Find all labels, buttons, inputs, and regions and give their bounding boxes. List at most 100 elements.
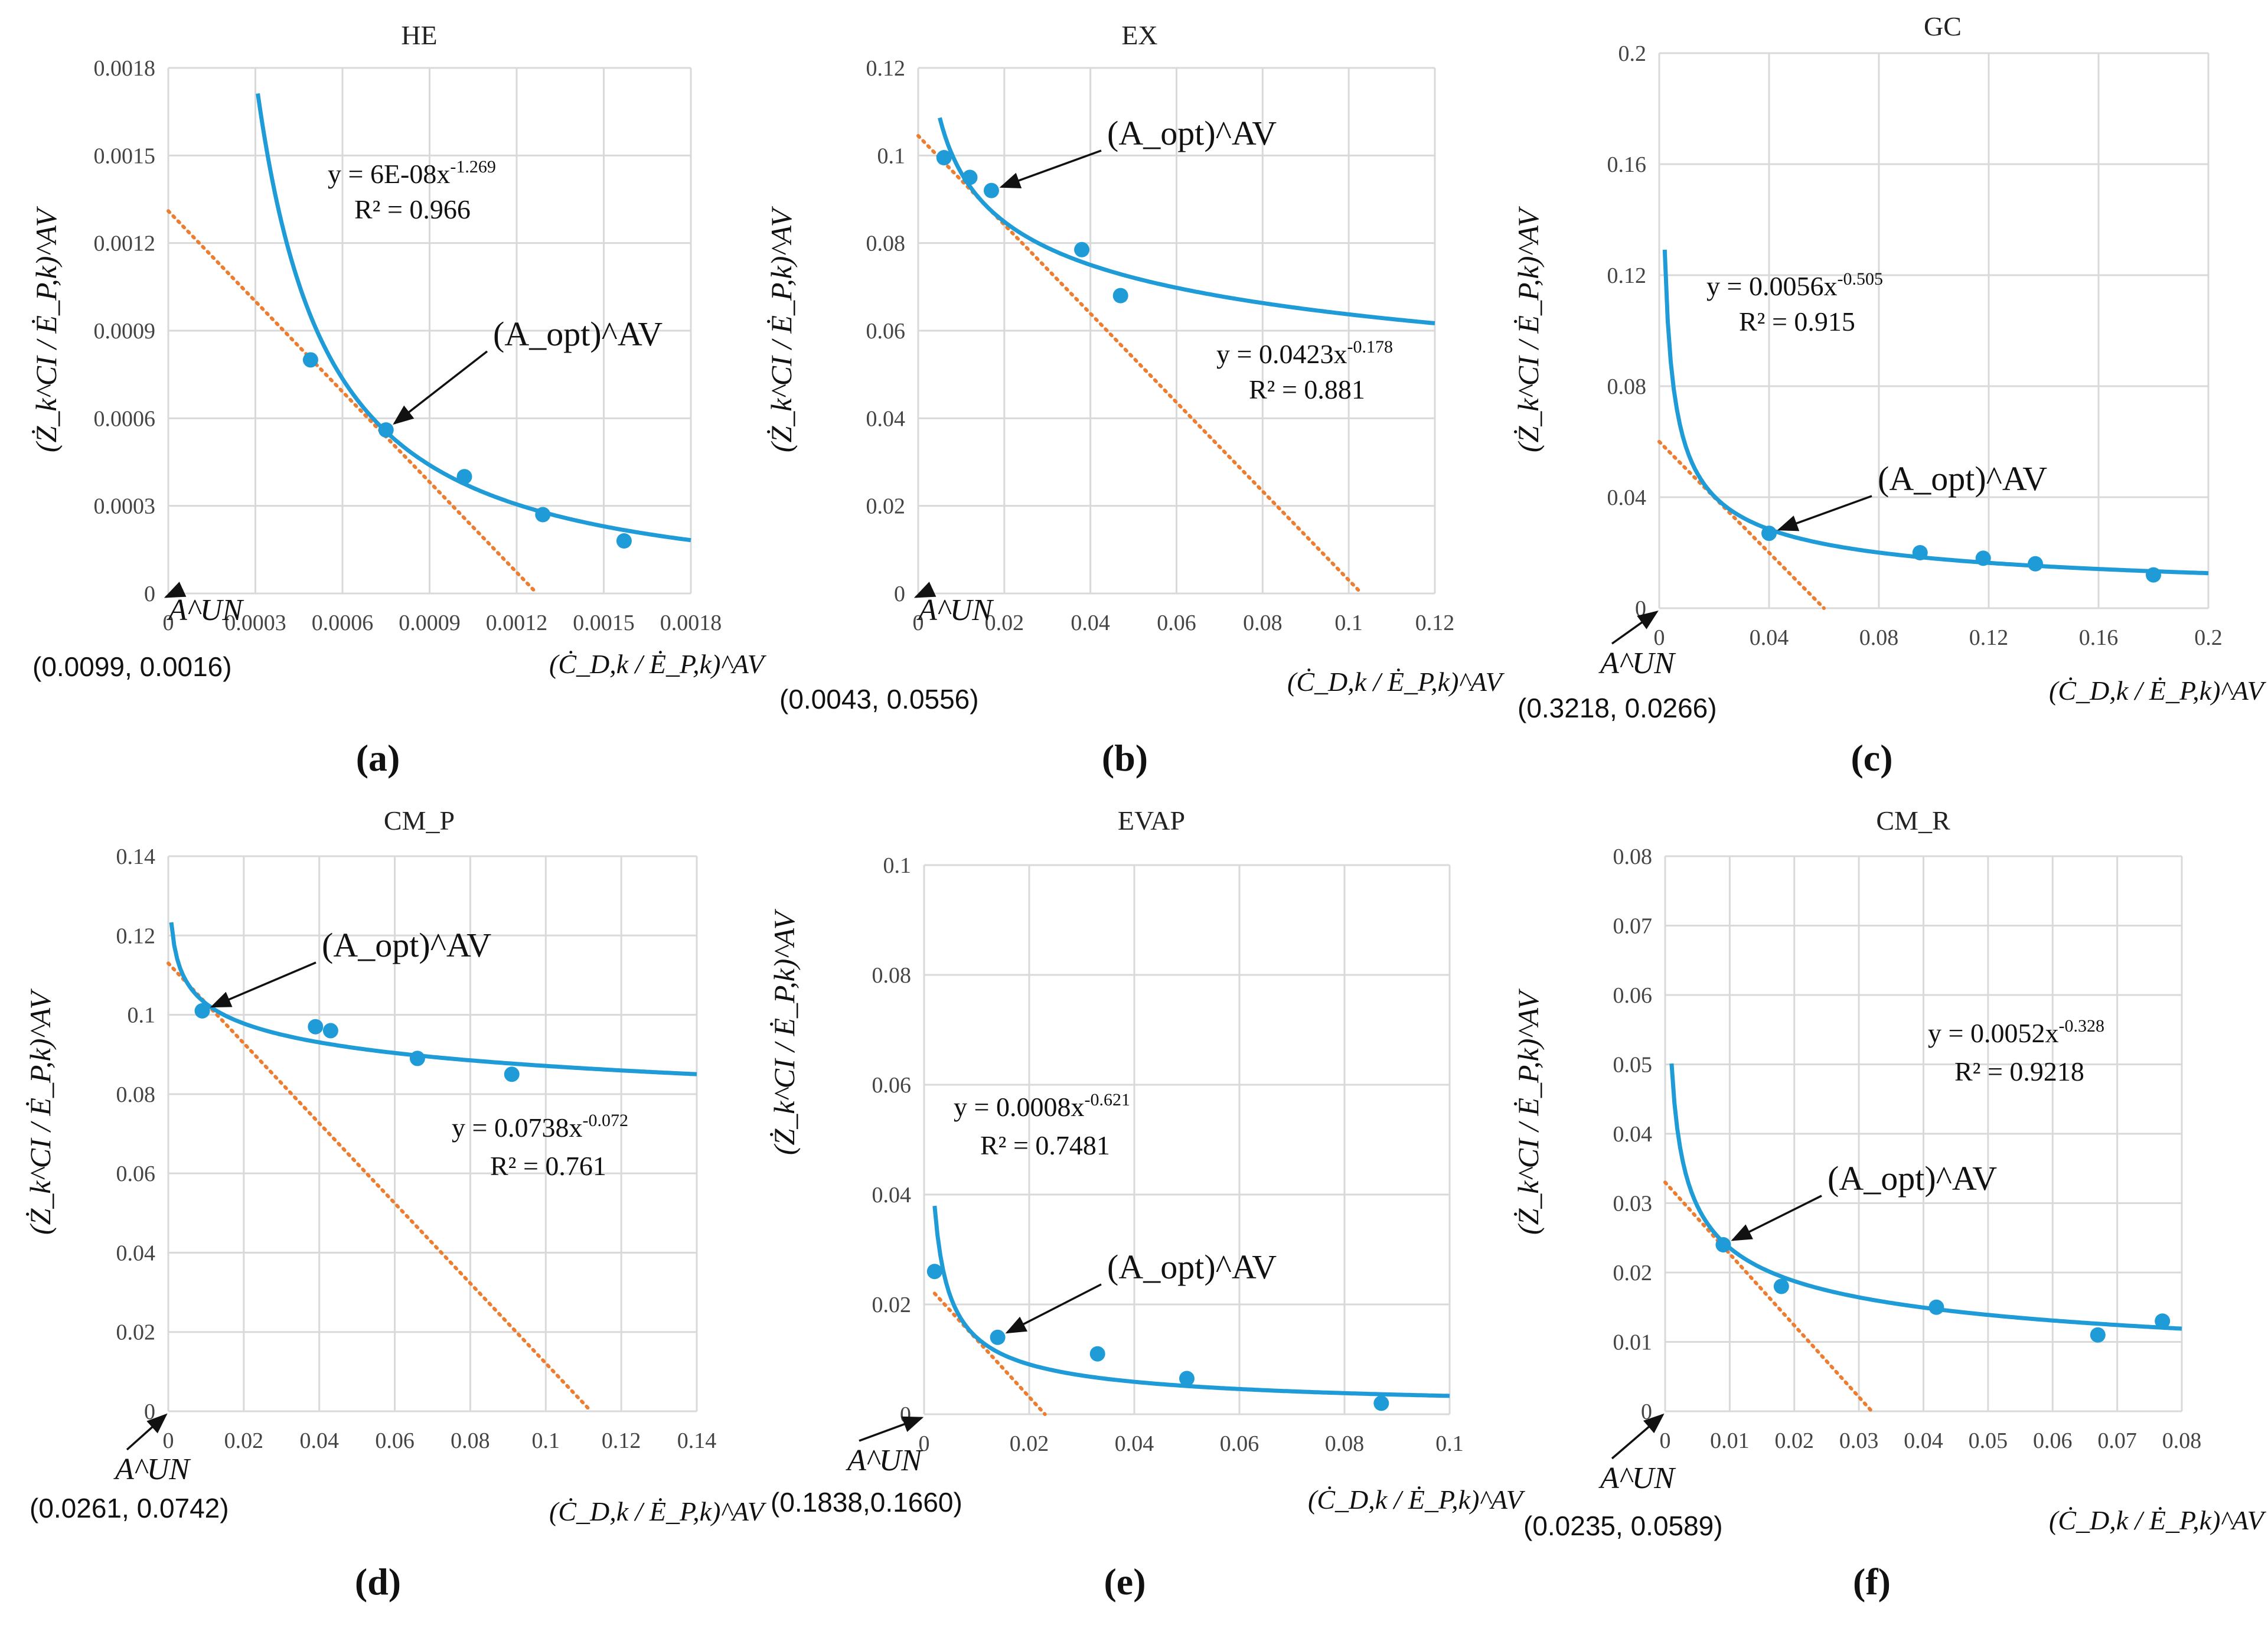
fit-equation-exponent: -0.328 (2058, 1016, 2104, 1036)
x-tick-label: 0.0003 (224, 611, 286, 635)
y-tick-label: 0.0015 (94, 143, 156, 168)
aun-coordinates: (0.0261, 0.0742) (30, 1493, 229, 1523)
aun-label: A^UN (846, 1444, 923, 1477)
aun-arrow (164, 582, 187, 598)
y-tick-label: 0.02 (872, 1293, 912, 1317)
fit-r-squared: R² = 0.966 (354, 194, 471, 224)
y-tick-label: 0.06 (1613, 983, 1653, 1008)
x-axis-label: (Ċ_D,k / Ė_P,k)^AV (549, 1496, 767, 1526)
x-tick-label: 0.08 (1859, 625, 1899, 650)
y-tick-label: 0.02 (866, 494, 906, 519)
y-tick-label: 0.14 (116, 844, 156, 869)
chart-panel-gc: 0 0.04 0.08 0.12 0.16 0.2 0 0.04 0.08 0.12 0.16 0.2… (1512, 11, 2267, 723)
x-tick-label: 0.01 (1710, 1428, 1750, 1453)
y-tick-label: 0.16 (1607, 152, 1647, 177)
x-tick-label: 0.0018 (660, 611, 722, 635)
data-point (936, 150, 952, 166)
data-point (1112, 288, 1128, 304)
y-tick-label: 0 (144, 1399, 155, 1424)
data-point (616, 533, 632, 549)
aopt-label: (A_opt)^AV (1107, 1248, 1277, 1286)
x-tick-label: 0.08 (451, 1428, 490, 1453)
x-axis-label: (Ċ_D,k / Ė_P,k)^AV (2049, 676, 2267, 706)
data-point (1089, 1346, 1105, 1362)
x-axis-label: (Ċ_D,k / Ė_P,k)^AV (549, 649, 767, 679)
power-fit-curve (938, 117, 1435, 325)
tangent-line (167, 209, 539, 595)
chart-title: GC (1924, 11, 1962, 41)
data-point (962, 169, 978, 185)
x-tick-label: 0.08 (1325, 1431, 1365, 1456)
x-axis-label: (Ċ_D,k / Ė_P,k)^AV (1287, 667, 1505, 697)
fit-equation-main: y = 0.0056x (1706, 271, 1837, 301)
x-tick-label: 0.04 (1750, 625, 1789, 650)
data-point (1761, 526, 1777, 541)
y-tick-label: 0 (1641, 1399, 1652, 1424)
y-tick-label: 0 (144, 582, 155, 606)
chart-title: HE (401, 20, 437, 50)
x-tick-label: 0.06 (375, 1428, 415, 1453)
aopt-arrow (1731, 1195, 1822, 1241)
fit-equation-exponent: -0.621 (1084, 1090, 1130, 1110)
data-point (1179, 1371, 1195, 1386)
tangent-line (932, 1291, 1047, 1416)
data-point (504, 1066, 520, 1082)
chart-panel-cm_r: 0 0.01 0.02 0.03 0.04 0.05 0.06 0.07 0.08 0 0.01 0.… (1512, 805, 2267, 1541)
y-axis-label: (Ż_k^CI / Ė_P,k)^AV (1512, 205, 1545, 452)
x-tick-label: 0.12 (602, 1428, 641, 1453)
fit-equation: y = 0.0008x-0.621 (954, 1090, 1130, 1122)
power-fit-curve (932, 1205, 1450, 1398)
tangent-line (1663, 1180, 1874, 1413)
power-fit-curve (1669, 1063, 2182, 1331)
chart-title: EVAP (1118, 805, 1185, 836)
y-tick-label: 0 (1635, 596, 1646, 621)
data-point (1975, 550, 1991, 566)
x-tick-label: 0.04 (1904, 1428, 1943, 1453)
data-point (1373, 1395, 1389, 1411)
y-tick-label: 0.04 (116, 1241, 156, 1265)
x-tick-label: 0.04 (1115, 1431, 1154, 1456)
fit-equation: y = 0.0052x-0.328 (1928, 1016, 2104, 1048)
x-tick-label: 0.0012 (486, 611, 548, 635)
data-point (302, 352, 318, 368)
aopt-arrow (1777, 495, 1872, 531)
x-tick-label: 0 (163, 1428, 174, 1453)
data-point (2155, 1313, 2171, 1329)
aun-label: A^UN (1598, 647, 1676, 680)
chart-panel-evap: 0 0.02 0.04 0.06 0.08 0.100.020.040.060.080.1… (768, 805, 1526, 1518)
data-point (1928, 1299, 1944, 1315)
aun-arrow (1611, 1413, 1665, 1460)
aun-label: A^UN (167, 593, 244, 627)
y-tick-label: 0.1 (877, 143, 906, 168)
y-axis-label: (Ż_k^CI / Ė_P,k)^AV (30, 205, 63, 452)
tangent-line (167, 961, 593, 1413)
power-fit-curve (256, 93, 691, 543)
fit-r-squared: R² = 0.761 (490, 1151, 606, 1181)
aun-label: A^UN (1598, 1461, 1676, 1495)
fit-equation-main: y = 0.0423x (1216, 339, 1347, 369)
y-tick-label: 0.05 (1613, 1053, 1653, 1078)
chart-panel-ex: 0 0.02 0.04 0.06 0.08 0.1 0.12 0 0.02 0.04 0.06 0.0… (765, 20, 1505, 715)
data-point (983, 182, 999, 198)
x-tick-label: 0.0009 (399, 611, 461, 635)
x-tick-label: 0.14 (677, 1428, 717, 1453)
y-tick-label: 0.08 (1613, 844, 1653, 869)
y-tick-label: 0.12 (866, 56, 906, 81)
aun-label: A^UN (916, 593, 994, 627)
x-tick-label: 0.08 (2162, 1428, 2202, 1453)
y-tick-label: 0.12 (1607, 263, 1647, 288)
fit-equation-main: y = 0.0052x (1928, 1018, 2058, 1048)
fit-r-squared: R² = 0.915 (1739, 306, 1855, 337)
aopt-label: (A_opt)^AV (1107, 114, 1277, 152)
fit-equation-main: y = 0.0008x (954, 1092, 1084, 1122)
data-point (990, 1329, 1006, 1345)
fit-equation: y = 0.0423x-0.178 (1216, 337, 1393, 369)
fit-equation-exponent: -0.072 (582, 1111, 628, 1130)
y-tick-label: 0.0006 (94, 406, 156, 431)
x-tick-label: 0.07 (2097, 1428, 2137, 1453)
x-tick-label: 0.02 (985, 611, 1024, 635)
x-tick-label: 0 (163, 611, 174, 635)
x-tick-label: 0.06 (1157, 611, 1196, 635)
data-point (1715, 1237, 1731, 1252)
